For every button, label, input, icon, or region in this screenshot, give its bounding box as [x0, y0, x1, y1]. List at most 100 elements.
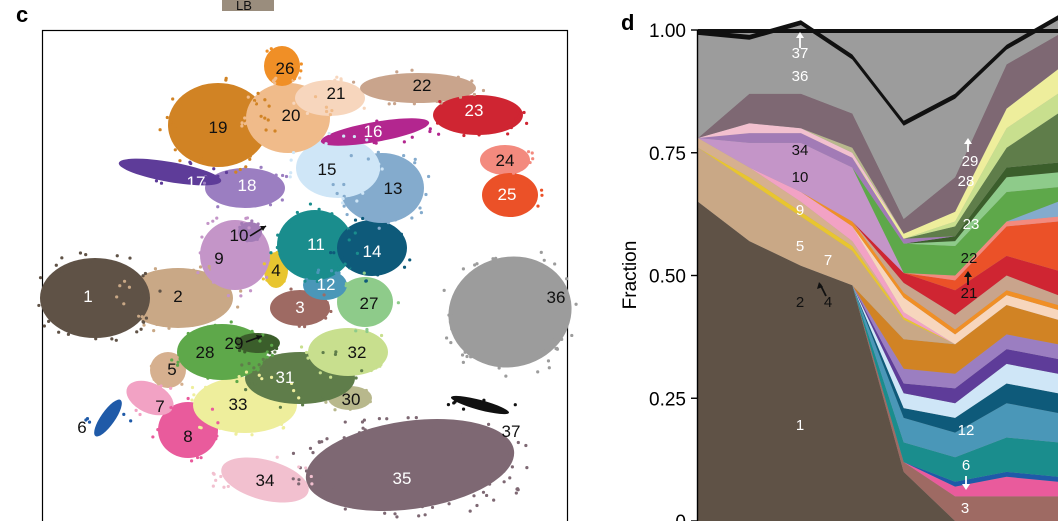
cluster-37-point: [513, 403, 517, 407]
cluster-19-point: [248, 154, 252, 158]
cluster-24-region: [480, 145, 530, 175]
area-series-12: [698, 201, 1058, 458]
cluster-34-point: [229, 461, 233, 465]
cluster-10-point: [245, 239, 249, 243]
cluster-28-point: [206, 376, 210, 380]
cluster-20-point: [271, 79, 275, 83]
cluster-11-point: [303, 279, 307, 283]
cluster-20-point: [319, 130, 323, 134]
cluster-18-point: [280, 198, 284, 202]
cluster-34-point: [219, 474, 223, 479]
cluster-9-point: [247, 226, 251, 230]
cluster-34-point: [275, 455, 279, 459]
cluster-28-point: [176, 360, 180, 364]
cluster-11-point: [276, 233, 280, 237]
top-fragment-label: LB: [236, 0, 252, 13]
cluster-36-point: [563, 287, 567, 291]
cluster-label-10: 10: [230, 226, 249, 245]
cluster-1-point: [54, 263, 58, 267]
cluster-34-point: [226, 484, 230, 489]
cluster-33-point: [234, 432, 238, 436]
cluster-23-point: [516, 109, 520, 114]
cluster-2-point: [236, 305, 240, 309]
cluster-28-point: [213, 323, 217, 327]
cluster-6-point: [129, 419, 133, 423]
cluster-33-point: [203, 385, 208, 390]
cluster-36-point: [565, 277, 569, 281]
cluster-36-point: [459, 337, 463, 341]
cluster-10-point: [250, 219, 254, 223]
cluster-35-point: [420, 505, 424, 509]
cluster-15-point: [371, 178, 375, 182]
cluster-5-point: [180, 382, 184, 386]
cluster-9-point: [211, 219, 215, 223]
cluster-20-point: [240, 124, 244, 128]
cluster-26-point: [299, 69, 303, 73]
cluster-19-point: [252, 99, 257, 103]
cluster-29-point: [235, 336, 239, 340]
cluster-20-point: [324, 109, 329, 114]
cluster-31-point: [247, 361, 251, 366]
cluster-35-point: [383, 511, 387, 515]
cluster-14-point: [329, 251, 333, 255]
cluster-1-point: [66, 332, 71, 336]
cluster-11-point: [355, 251, 360, 256]
cluster-36-point: [527, 264, 531, 268]
cluster-13-point: [335, 191, 339, 196]
cluster-35-point: [385, 417, 389, 421]
cluster-35-point: [308, 446, 313, 450]
cluster-35-point: [317, 464, 321, 469]
cluster-31-point: [354, 376, 358, 380]
cluster-36-point: [529, 259, 533, 264]
cluster-label-24: 24: [496, 151, 515, 170]
cluster-2-point: [191, 268, 196, 272]
cluster-35-point: [404, 424, 408, 428]
cluster-32-point: [304, 350, 309, 355]
cluster-7-point: [167, 403, 172, 407]
cluster-31-point: [249, 377, 254, 381]
cluster-36-point: [449, 340, 453, 345]
cluster-2-point: [118, 284, 122, 288]
cluster-19-point: [229, 85, 233, 89]
cluster-3-point: [277, 296, 282, 300]
cluster-19-point: [173, 148, 177, 152]
cluster-19-point: [158, 128, 162, 132]
cluster-15-point: [361, 191, 365, 195]
cluster-4-point: [271, 283, 275, 288]
cluster-11-point: [353, 231, 357, 235]
cluster-26-region: [264, 46, 300, 86]
cluster-13-point: [415, 180, 419, 184]
cluster-29-point: [268, 351, 272, 355]
cluster-31-point: [321, 350, 325, 355]
cluster-8-point: [171, 407, 175, 411]
cluster-19-point: [234, 170, 238, 174]
cluster-2-point: [127, 285, 132, 289]
cluster-35-point: [460, 430, 464, 434]
cluster-19-point: [244, 165, 248, 169]
cluster-29-point: [243, 350, 247, 354]
area-label-7: 7: [824, 252, 832, 269]
cluster-17-region: [118, 158, 222, 186]
cluster-34-point: [222, 485, 226, 489]
cluster-35-point: [505, 451, 509, 455]
cluster-label-37: 37: [502, 422, 521, 441]
cluster-1-point: [38, 276, 43, 280]
cluster-1-point: [108, 262, 112, 266]
cluster-26-point: [299, 62, 303, 66]
cluster-11-point: [308, 202, 313, 206]
cluster-23-point: [525, 121, 529, 125]
cluster-11-point: [347, 238, 351, 242]
cluster-label-8: 8: [183, 427, 192, 446]
cluster-32-point: [378, 364, 382, 368]
cluster-25-point: [512, 174, 517, 178]
cluster-3-point: [297, 324, 301, 328]
cluster-29-point: [274, 346, 279, 351]
cluster-35-point: [417, 514, 421, 518]
cluster-1-point: [135, 330, 139, 334]
cluster-36-point: [504, 357, 508, 361]
cluster-19-point: [209, 161, 214, 165]
cluster-19-point: [248, 157, 252, 161]
cluster-1-point: [74, 262, 78, 266]
cluster-24-point: [511, 171, 516, 175]
cluster-28-point: [256, 367, 260, 371]
